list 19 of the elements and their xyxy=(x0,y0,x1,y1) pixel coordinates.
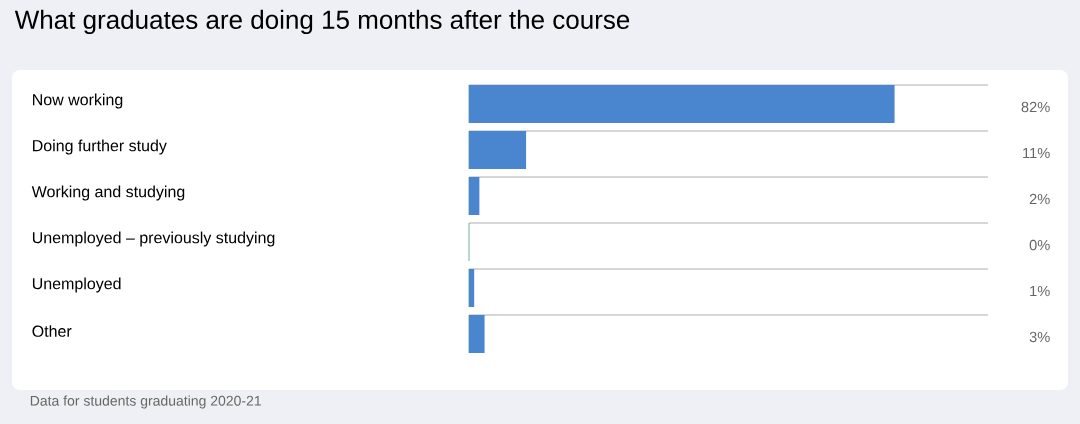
bar xyxy=(469,269,475,307)
y-tick-label: Doing further study xyxy=(33,139,167,155)
data-label: 0% xyxy=(1029,239,1050,251)
y-tick-label: Now working xyxy=(33,93,123,109)
data-label: 2% xyxy=(1029,193,1050,205)
y-tick-label: Other xyxy=(32,325,72,337)
chart-title: What graduates are doing 15 months after the course xyxy=(14,9,630,35)
bar xyxy=(469,85,895,124)
y-tick-label: Unemployed – previously studying xyxy=(32,231,275,247)
bar xyxy=(469,131,527,170)
bar xyxy=(469,315,485,353)
data-label: 82% xyxy=(1021,101,1050,113)
y-tick-label: Working and studying xyxy=(31,185,185,201)
data-label: 11% xyxy=(1023,147,1050,159)
text: Data for students graduating 2020-21 xyxy=(30,395,261,409)
data-label: 3% xyxy=(1029,331,1050,343)
data-label: 1% xyxy=(1030,285,1050,297)
bar xyxy=(469,177,480,216)
y-tick-label: Unemployed xyxy=(32,277,121,293)
